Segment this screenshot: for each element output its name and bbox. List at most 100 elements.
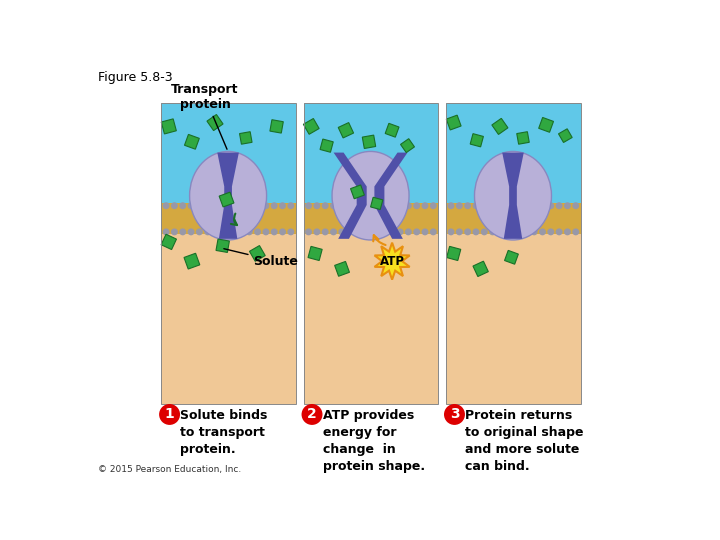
Polygon shape [374,242,410,280]
Circle shape [364,202,370,209]
Bar [446,234,581,403]
Circle shape [287,202,294,209]
Circle shape [405,202,412,209]
Circle shape [456,228,463,235]
Polygon shape [505,251,518,264]
Text: © 2015 Pearson Education, Inc.: © 2015 Pearson Education, Inc. [98,465,241,475]
Circle shape [338,228,346,235]
Circle shape [196,202,203,209]
Circle shape [448,202,454,209]
Circle shape [188,228,194,235]
Polygon shape [320,139,333,152]
Circle shape [229,228,236,235]
Circle shape [204,202,211,209]
Circle shape [238,202,244,209]
Polygon shape [492,118,508,134]
Circle shape [539,228,546,235]
Circle shape [481,202,487,209]
Circle shape [372,202,379,209]
Circle shape [279,228,286,235]
Ellipse shape [332,151,409,240]
Polygon shape [333,153,366,239]
Circle shape [262,228,269,235]
Bar [446,103,581,403]
Circle shape [313,228,320,235]
Circle shape [556,228,562,235]
Polygon shape [446,246,461,260]
Circle shape [430,228,437,235]
Bar [161,103,296,204]
Polygon shape [303,118,319,134]
Circle shape [196,228,203,235]
Circle shape [421,228,428,235]
Circle shape [388,228,395,235]
Circle shape [305,228,312,235]
Polygon shape [270,120,283,133]
Circle shape [313,202,320,209]
Circle shape [472,202,480,209]
Circle shape [171,202,178,209]
Circle shape [163,202,170,209]
Circle shape [262,202,269,209]
Circle shape [464,228,471,235]
Circle shape [456,202,463,209]
Circle shape [523,228,529,235]
Circle shape [531,228,538,235]
Polygon shape [539,118,554,132]
Circle shape [287,228,294,235]
Circle shape [338,202,346,209]
Circle shape [523,202,529,209]
Circle shape [547,202,554,209]
Polygon shape [385,123,399,137]
Text: Transport
protein: Transport protein [171,83,239,149]
Bar [304,234,438,403]
Circle shape [246,202,253,209]
Circle shape [572,228,579,235]
Circle shape [212,202,220,209]
Text: Solute binds
to transport
protein.: Solute binds to transport protein. [180,409,268,456]
Polygon shape [161,234,176,249]
Polygon shape [240,132,252,144]
Polygon shape [161,119,176,134]
Circle shape [346,202,354,209]
Bar [446,204,581,234]
Bar [304,103,438,204]
Text: ATP: ATP [379,255,405,268]
Circle shape [539,202,546,209]
Polygon shape [308,246,322,260]
Circle shape [498,228,505,235]
Polygon shape [446,115,461,130]
Ellipse shape [189,151,266,240]
Circle shape [489,202,496,209]
Polygon shape [362,135,376,148]
Circle shape [212,228,220,235]
Circle shape [179,228,186,235]
Polygon shape [219,192,234,207]
Circle shape [229,202,236,209]
Polygon shape [374,153,408,239]
Circle shape [254,202,261,209]
Circle shape [505,228,513,235]
Polygon shape [216,239,230,252]
Bar [161,204,296,234]
Circle shape [305,202,312,209]
Circle shape [221,202,228,209]
Bar [161,234,296,403]
Circle shape [254,228,261,235]
Circle shape [430,202,437,209]
Bar [304,103,438,403]
Circle shape [279,202,286,209]
Circle shape [481,228,487,235]
Circle shape [330,228,337,235]
Polygon shape [184,253,199,269]
Circle shape [238,228,244,235]
Circle shape [322,228,328,235]
Circle shape [498,202,505,209]
Text: 1: 1 [165,408,174,421]
Bar [161,103,296,403]
Circle shape [271,228,278,235]
Circle shape [346,228,354,235]
Polygon shape [473,261,488,276]
Circle shape [413,228,420,235]
Circle shape [397,228,403,235]
